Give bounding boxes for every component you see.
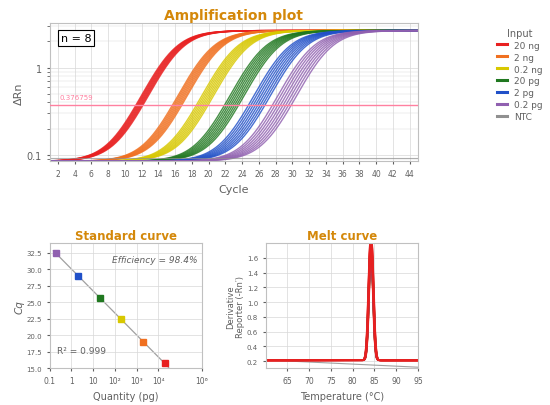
Y-axis label: Cq: Cq (15, 299, 25, 313)
Text: 0.376759: 0.376759 (59, 95, 93, 101)
X-axis label: Quantity (pg): Quantity (pg) (93, 391, 158, 401)
Text: n = 8: n = 8 (60, 34, 91, 44)
Y-axis label: Derivative
Reporter (-Rn′): Derivative Reporter (-Rn′) (226, 275, 245, 337)
Title: Melt curve: Melt curve (307, 229, 377, 242)
Y-axis label: ΔRn: ΔRn (14, 82, 24, 104)
Text: Efficiency = 98.4%: Efficiency = 98.4% (112, 255, 197, 264)
X-axis label: Cycle: Cycle (218, 184, 249, 194)
Legend: 20 ng, 2 ng, 0.2 ng, 20 pg, 2 pg, 0.2 pg, NTC: 20 ng, 2 ng, 0.2 ng, 20 pg, 2 pg, 0.2 pg… (497, 29, 543, 122)
X-axis label: Temperature (°C): Temperature (°C) (300, 391, 384, 401)
Text: R² = 0.999: R² = 0.999 (57, 347, 106, 356)
Title: Amplification plot: Amplification plot (164, 9, 303, 23)
Title: Standard curve: Standard curve (75, 229, 177, 242)
